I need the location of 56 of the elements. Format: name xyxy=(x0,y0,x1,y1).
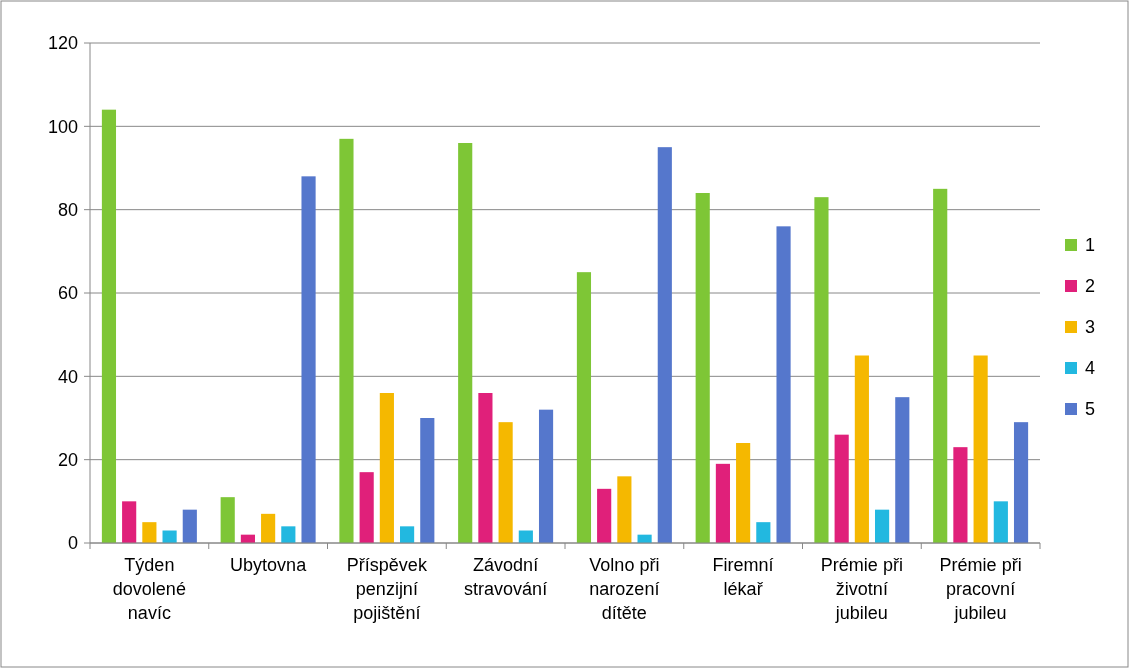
bar xyxy=(756,522,771,543)
bar xyxy=(339,138,354,543)
y-tick-label: 20 xyxy=(57,449,78,470)
bar xyxy=(875,509,890,543)
bar xyxy=(478,393,493,543)
legend-label: 5 xyxy=(1085,399,1096,420)
bar xyxy=(933,188,948,543)
x-tick-label: Firemní lékař xyxy=(712,555,774,599)
bar xyxy=(695,193,710,543)
y-tick-label: 40 xyxy=(57,366,78,387)
y-tick-label: 80 xyxy=(57,199,78,220)
bar xyxy=(261,513,276,543)
y-tick-label: 60 xyxy=(57,283,78,304)
bar xyxy=(142,522,157,543)
bar xyxy=(420,418,435,543)
y-tick-label: 100 xyxy=(47,116,78,137)
bar xyxy=(1013,422,1029,543)
bar xyxy=(498,422,513,543)
x-tick-label: Prémie při životní jubileu xyxy=(820,555,903,623)
bar xyxy=(281,526,296,543)
bar xyxy=(854,355,869,543)
bar xyxy=(617,476,632,543)
y-tick-label: 120 xyxy=(47,33,78,54)
bar xyxy=(657,147,672,543)
bar xyxy=(597,488,612,543)
legend-label: 1 xyxy=(1085,235,1096,256)
bar xyxy=(182,509,197,543)
legend-label: 3 xyxy=(1085,317,1096,338)
bar xyxy=(379,393,394,543)
bar xyxy=(538,409,554,543)
bar xyxy=(953,447,968,543)
bar xyxy=(834,434,849,543)
x-tick-label: Týden dovolené navíc xyxy=(112,555,186,623)
bar xyxy=(101,109,117,543)
bar xyxy=(458,143,473,543)
x-tick-label: Příspěvek penzijní pojištění xyxy=(346,555,428,623)
bar xyxy=(715,463,730,543)
bar xyxy=(814,197,829,543)
bar xyxy=(576,272,592,543)
x-tick-label: Volno při narození dítěte xyxy=(589,555,660,623)
bar xyxy=(736,443,751,543)
bar xyxy=(993,501,1008,543)
bar xyxy=(220,497,235,543)
bar xyxy=(359,472,374,543)
bar xyxy=(301,176,316,543)
x-tick-label: Ubytovna xyxy=(230,555,308,575)
bar xyxy=(895,397,910,543)
x-tick-label: Závodní stravování xyxy=(464,555,548,599)
legend-label: 2 xyxy=(1085,276,1096,297)
bar xyxy=(122,501,137,543)
bar xyxy=(400,526,415,543)
y-tick-label: 0 xyxy=(67,533,78,554)
legend-label: 4 xyxy=(1085,358,1096,379)
bar xyxy=(776,226,791,543)
bar xyxy=(973,355,988,543)
x-tick-label: Prémie při pracovní jubileu xyxy=(939,555,1022,623)
